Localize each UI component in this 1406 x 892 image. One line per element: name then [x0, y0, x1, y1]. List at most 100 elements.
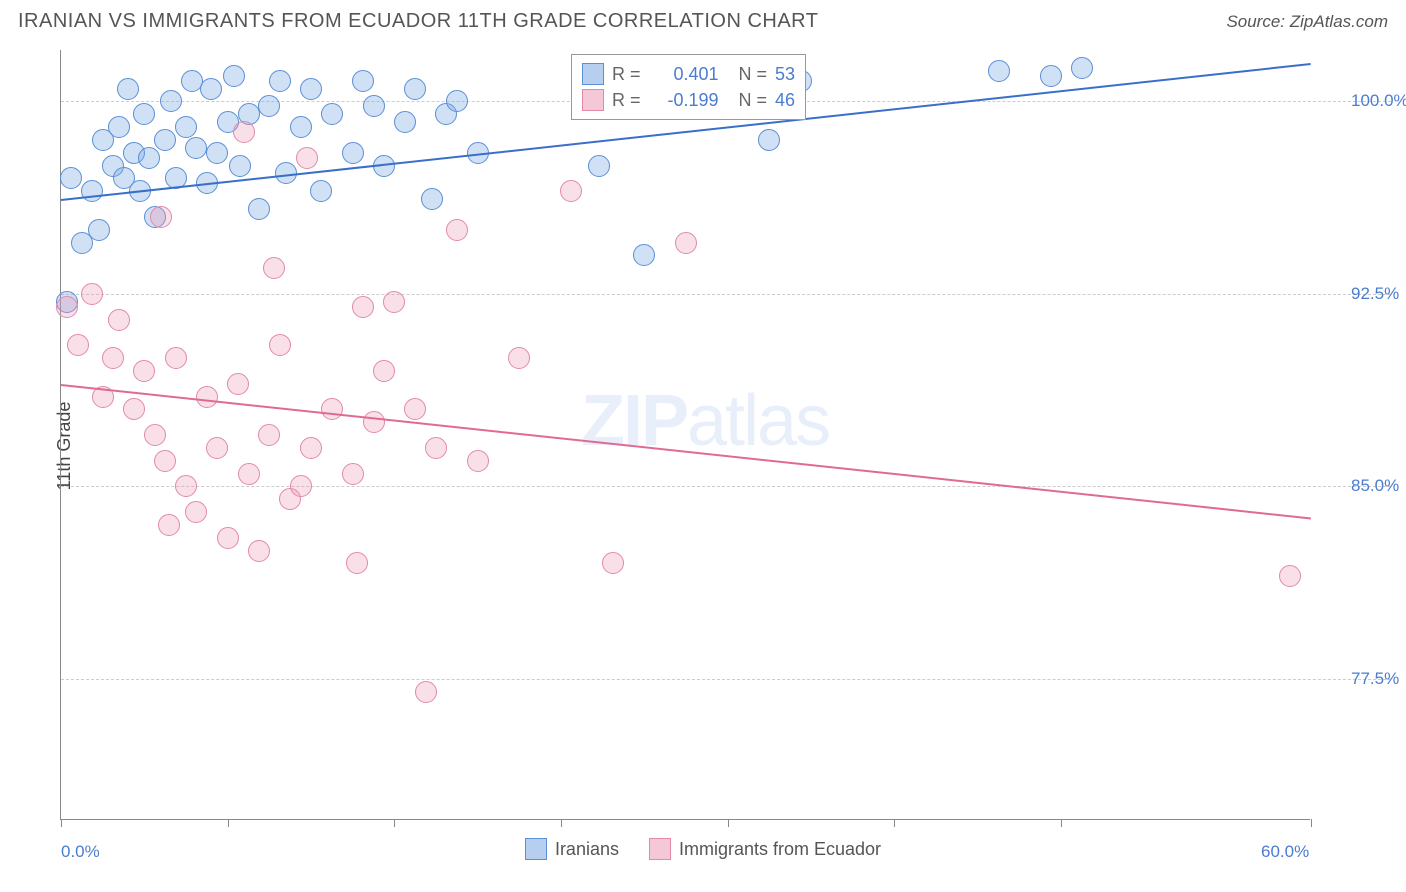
scatter-point	[206, 142, 228, 164]
gridline	[61, 679, 1391, 680]
x-tick-mark	[728, 819, 729, 827]
scatter-point	[383, 291, 405, 313]
scatter-point	[425, 437, 447, 459]
scatter-point	[988, 60, 1010, 82]
x-tick-mark	[1061, 819, 1062, 827]
scatter-point	[67, 334, 89, 356]
scatter-point	[217, 527, 239, 549]
scatter-point	[81, 283, 103, 305]
scatter-point	[117, 78, 139, 100]
scatter-point	[229, 155, 251, 177]
watermark: ZIPatlas	[581, 380, 829, 462]
scatter-point	[310, 180, 332, 202]
scatter-point	[446, 90, 468, 112]
chart-container: ZIPatlas 77.5%85.0%92.5%100.0%0.0%60.0%R…	[60, 50, 1390, 820]
scatter-point	[108, 309, 130, 331]
stats-r-value: 0.401	[649, 64, 719, 85]
y-tick-label: 77.5%	[1351, 669, 1399, 689]
scatter-point	[206, 437, 228, 459]
scatter-point	[154, 450, 176, 472]
legend-label: Immigrants from Ecuador	[679, 839, 881, 860]
scatter-point	[175, 475, 197, 497]
scatter-point	[342, 142, 364, 164]
legend-item: Immigrants from Ecuador	[649, 838, 881, 860]
legend-swatch	[525, 838, 547, 860]
stats-row: R =-0.199N =46	[582, 87, 795, 113]
scatter-point	[758, 129, 780, 151]
scatter-point	[233, 121, 255, 143]
scatter-point	[133, 360, 155, 382]
legend-swatch	[649, 838, 671, 860]
stats-swatch	[582, 89, 604, 111]
scatter-point	[56, 296, 78, 318]
scatter-point	[258, 424, 280, 446]
scatter-point	[394, 111, 416, 133]
scatter-point	[185, 137, 207, 159]
scatter-point	[633, 244, 655, 266]
scatter-point	[290, 475, 312, 497]
scatter-point	[346, 552, 368, 574]
scatter-point	[602, 552, 624, 574]
scatter-point	[158, 514, 180, 536]
x-tick-mark	[228, 819, 229, 827]
scatter-point	[300, 78, 322, 100]
scatter-point	[200, 78, 222, 100]
scatter-point	[263, 257, 285, 279]
scatter-point	[175, 116, 197, 138]
scatter-point	[404, 398, 426, 420]
scatter-point	[88, 219, 110, 241]
x-tick-mark	[561, 819, 562, 827]
scatter-point	[133, 103, 155, 125]
stats-swatch	[582, 63, 604, 85]
source-attribution: Source: ZipAtlas.com	[1226, 12, 1388, 32]
scatter-point	[321, 398, 343, 420]
scatter-point	[60, 167, 82, 189]
scatter-point	[290, 116, 312, 138]
scatter-point	[415, 681, 437, 703]
x-tick-mark	[894, 819, 895, 827]
scatter-point	[102, 347, 124, 369]
scatter-point	[296, 147, 318, 169]
gridline	[61, 294, 1391, 295]
watermark-atlas: atlas	[687, 381, 829, 461]
stats-r-label: R =	[612, 64, 641, 85]
scatter-point	[588, 155, 610, 177]
scatter-point	[446, 219, 468, 241]
stats-row: R =0.401N =53	[582, 61, 795, 87]
scatter-point	[150, 206, 172, 228]
scatter-point	[675, 232, 697, 254]
scatter-point	[258, 95, 280, 117]
scatter-point	[138, 147, 160, 169]
scatter-point	[342, 463, 364, 485]
scatter-point	[404, 78, 426, 100]
trend-line	[61, 384, 1311, 519]
x-tick-mark	[61, 819, 62, 827]
scatter-point	[160, 90, 182, 112]
y-tick-label: 100.0%	[1351, 91, 1406, 111]
scatter-point	[363, 95, 385, 117]
chart-title: IRANIAN VS IMMIGRANTS FROM ECUADOR 11TH …	[18, 10, 818, 33]
scatter-point	[352, 296, 374, 318]
legend: Iranians Immigrants from Ecuador	[0, 838, 1406, 860]
scatter-point	[421, 188, 443, 210]
y-tick-label: 85.0%	[1351, 476, 1399, 496]
x-tick-mark	[1311, 819, 1312, 827]
legend-label: Iranians	[555, 839, 619, 860]
scatter-point	[248, 540, 270, 562]
scatter-point	[508, 347, 530, 369]
stats-r-value: -0.199	[649, 90, 719, 111]
stats-n-label: N =	[739, 64, 768, 85]
scatter-point	[185, 501, 207, 523]
scatter-point	[1040, 65, 1062, 87]
scatter-point	[227, 373, 249, 395]
stats-n-value: 46	[775, 90, 795, 111]
scatter-point	[196, 386, 218, 408]
scatter-point	[81, 180, 103, 202]
stats-box: R =0.401N =53R =-0.199N =46	[571, 54, 806, 120]
scatter-point	[321, 103, 343, 125]
scatter-point	[1279, 565, 1301, 587]
scatter-point	[467, 450, 489, 472]
plot-area: ZIPatlas 77.5%85.0%92.5%100.0%0.0%60.0%R…	[60, 50, 1310, 820]
scatter-point	[1071, 57, 1093, 79]
scatter-point	[269, 70, 291, 92]
